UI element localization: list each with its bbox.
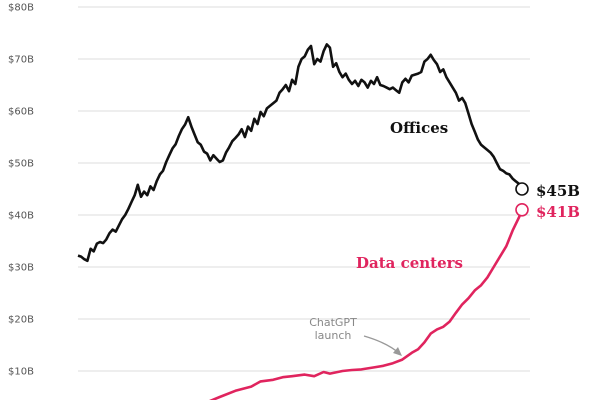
end-marker-offices bbox=[515, 182, 529, 196]
y-tick-label: $80B bbox=[8, 3, 34, 14]
y-tick-label: $70B bbox=[8, 55, 34, 66]
label-layer: Offices Data centers $45B $41B ChatGPT l… bbox=[309, 119, 580, 356]
grid-layer bbox=[78, 6, 530, 372]
y-tick-label: $20B bbox=[8, 315, 34, 326]
series-label-offices: Offices bbox=[390, 119, 448, 137]
series-line-offices bbox=[77, 43, 524, 263]
y-tick-label: $30B bbox=[8, 263, 34, 274]
end-label-data-centers: $41B bbox=[536, 203, 580, 221]
series-layer bbox=[77, 43, 529, 400]
series-label-data-centers: Data centers bbox=[356, 254, 463, 272]
end-marker-data-centers bbox=[515, 203, 529, 217]
y-tick-label: $40B bbox=[8, 211, 34, 222]
y-axis-ticks: $10B $20B $30B $40B $50B $60B $70B $80B bbox=[8, 3, 34, 378]
y-tick-label: $10B bbox=[8, 367, 34, 378]
annotation-chatgpt-line2: launch bbox=[315, 329, 352, 342]
end-label-offices: $45B bbox=[536, 182, 580, 200]
y-tick-label: $50B bbox=[8, 159, 34, 170]
annotation-arrowhead bbox=[393, 347, 402, 356]
series-line-data-centers bbox=[209, 209, 524, 400]
y-tick-label: $60B bbox=[8, 107, 34, 118]
annotation-chatgpt-line1: ChatGPT bbox=[309, 316, 357, 329]
